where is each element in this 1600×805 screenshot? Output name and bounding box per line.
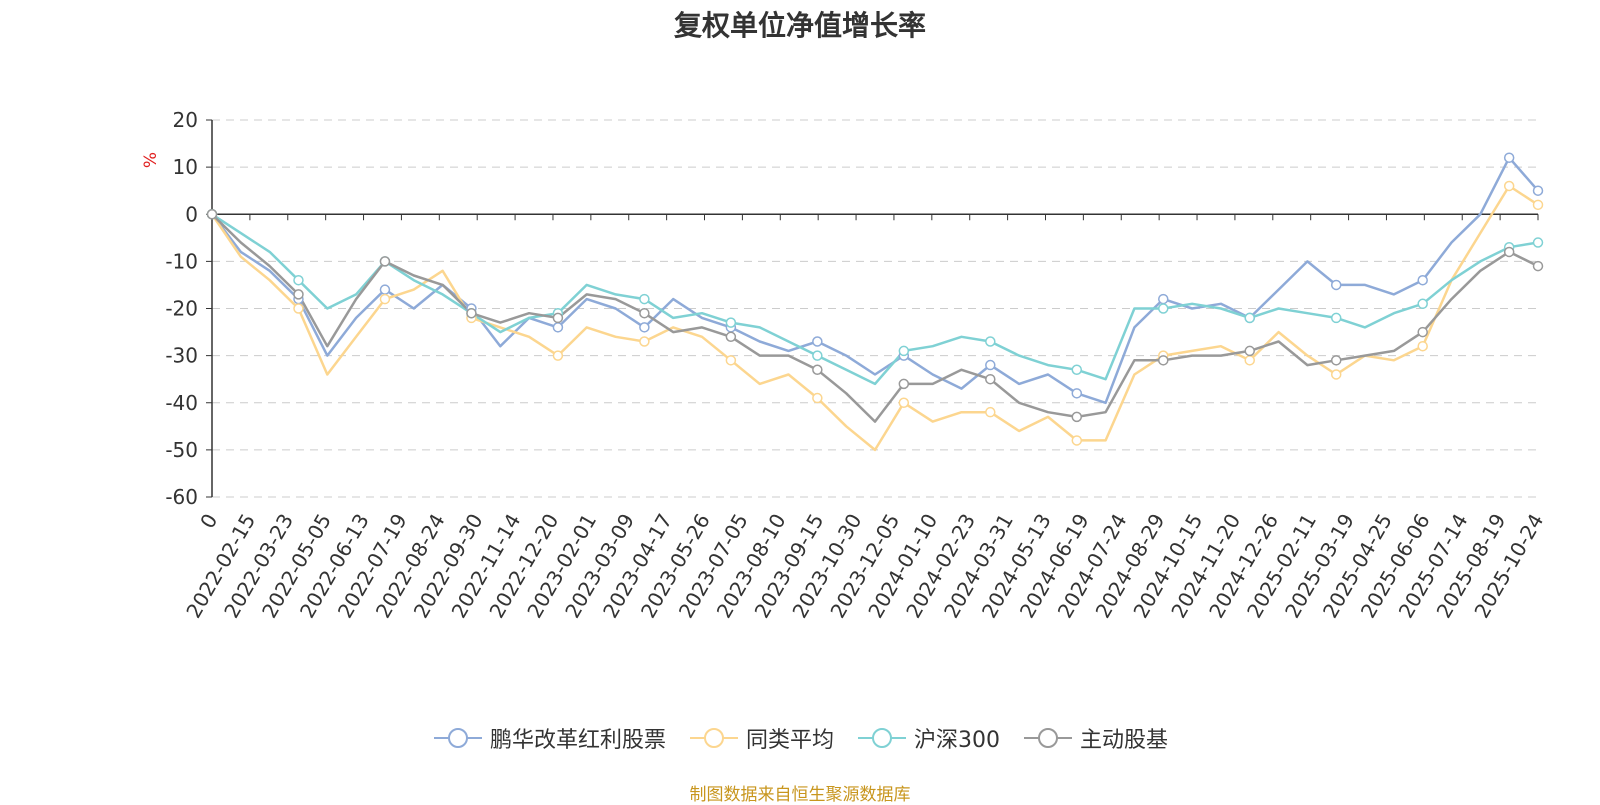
chart-title: 复权单位净值增长率 bbox=[673, 9, 926, 42]
series-point[interactable] bbox=[1244, 312, 1255, 324]
y-tick-label: -10 bbox=[165, 249, 198, 273]
series-point[interactable] bbox=[379, 256, 391, 267]
series-point[interactable] bbox=[1244, 355, 1255, 366]
y-tick-label: -40 bbox=[165, 391, 198, 415]
series-point[interactable] bbox=[552, 312, 564, 324]
series-point[interactable] bbox=[379, 293, 391, 305]
grid-layer bbox=[212, 119, 1538, 498]
series-point[interactable] bbox=[898, 345, 910, 357]
series-point[interactable] bbox=[639, 336, 650, 347]
y-tick-label: -50 bbox=[165, 438, 198, 462]
series-point[interactable] bbox=[812, 364, 823, 376]
series-point[interactable] bbox=[812, 350, 823, 361]
series-point[interactable] bbox=[293, 274, 304, 286]
series-point[interactable] bbox=[1071, 388, 1083, 399]
series-point[interactable] bbox=[812, 336, 823, 347]
legend-label: 鹏华改革红利股票 bbox=[489, 728, 666, 753]
series-point[interactable] bbox=[639, 307, 650, 319]
series-point[interactable] bbox=[552, 322, 564, 333]
series-point[interactable] bbox=[1417, 326, 1428, 338]
y-tick-label: -30 bbox=[165, 344, 198, 368]
series-point[interactable] bbox=[1532, 237, 1544, 248]
y-axis-label: % bbox=[141, 152, 161, 168]
y-tick-label: -20 bbox=[165, 297, 198, 321]
x-tick-label: 0 bbox=[195, 510, 222, 533]
series-point[interactable] bbox=[1330, 279, 1342, 291]
series-point[interactable] bbox=[293, 289, 304, 300]
series-point[interactable] bbox=[1158, 293, 1169, 305]
series-point[interactable] bbox=[812, 392, 823, 404]
series-point[interactable] bbox=[1417, 340, 1428, 352]
series-point[interactable] bbox=[1244, 345, 1255, 357]
legend-label: 同类平均 bbox=[745, 728, 834, 753]
series-point[interactable] bbox=[1071, 411, 1083, 423]
y-tick-label: 20 bbox=[173, 108, 198, 132]
series-point[interactable] bbox=[985, 336, 996, 347]
series-point[interactable] bbox=[1071, 435, 1083, 446]
series-point[interactable] bbox=[1503, 246, 1515, 258]
series-point[interactable] bbox=[1532, 260, 1544, 272]
axis-layer: 20100-10-20-30-40-50-6002022-02-152022-0… bbox=[165, 108, 1548, 622]
series-point[interactable] bbox=[1503, 180, 1515, 192]
series-point[interactable] bbox=[379, 284, 391, 295]
series-point[interactable] bbox=[1158, 355, 1169, 366]
legend-line-marker-icon bbox=[858, 728, 906, 748]
series-point[interactable] bbox=[985, 359, 996, 371]
legend-line-marker-icon bbox=[433, 728, 482, 748]
series-line bbox=[211, 156, 1539, 405]
legend-label: 主动股基 bbox=[1080, 728, 1169, 753]
series-point[interactable] bbox=[1071, 364, 1083, 376]
series-point[interactable] bbox=[1532, 185, 1544, 196]
series-point[interactable] bbox=[725, 355, 737, 366]
series-point[interactable] bbox=[206, 209, 218, 220]
series-point[interactable] bbox=[466, 307, 477, 319]
y-tick-label: -60 bbox=[165, 485, 198, 509]
series-point[interactable] bbox=[898, 397, 910, 408]
series-point[interactable] bbox=[552, 350, 564, 361]
series-point[interactable] bbox=[1532, 199, 1544, 211]
series-point[interactable] bbox=[725, 317, 737, 328]
legend-item-active-equity[interactable]: 主动股基 bbox=[1022, 722, 1168, 754]
series-point[interactable] bbox=[1158, 303, 1169, 314]
series-line bbox=[211, 213, 1539, 423]
series-point[interactable] bbox=[1417, 298, 1428, 310]
legend-line-marker-icon bbox=[689, 728, 738, 748]
series-point[interactable] bbox=[985, 406, 996, 418]
series-layer bbox=[210, 156, 1539, 452]
legend: 鹏华改革红利股票 同类平均 沪深300 主动股基 bbox=[0, 722, 1600, 754]
series-point[interactable] bbox=[293, 303, 304, 314]
legend-label: 沪深300 bbox=[914, 728, 1000, 753]
series-point[interactable] bbox=[898, 378, 910, 390]
series-point[interactable] bbox=[1503, 152, 1515, 163]
series-point[interactable] bbox=[1417, 274, 1428, 286]
series-point[interactable] bbox=[985, 373, 996, 385]
series-point[interactable] bbox=[1330, 369, 1342, 380]
series-point[interactable] bbox=[639, 293, 650, 305]
source-note: 制图数据来自恒生聚源数据库 bbox=[689, 785, 911, 805]
series-line bbox=[210, 184, 1539, 452]
series-point[interactable] bbox=[1330, 312, 1342, 324]
series-point[interactable] bbox=[1330, 355, 1342, 366]
series-point[interactable] bbox=[725, 331, 737, 343]
y-tick-label: 10 bbox=[173, 155, 198, 179]
marker-layer bbox=[206, 152, 1544, 446]
legend-item-peer-average[interactable]: 同类平均 bbox=[688, 722, 834, 754]
legend-item-penghua[interactable]: 鹏华改革红利股票 bbox=[432, 722, 666, 754]
legend-item-hs300[interactable]: 沪深300 bbox=[856, 722, 1000, 754]
series-point[interactable] bbox=[639, 322, 650, 333]
y-tick-label: 0 bbox=[185, 202, 198, 226]
legend-line-marker-icon bbox=[1024, 728, 1072, 748]
series-line bbox=[211, 213, 1539, 386]
